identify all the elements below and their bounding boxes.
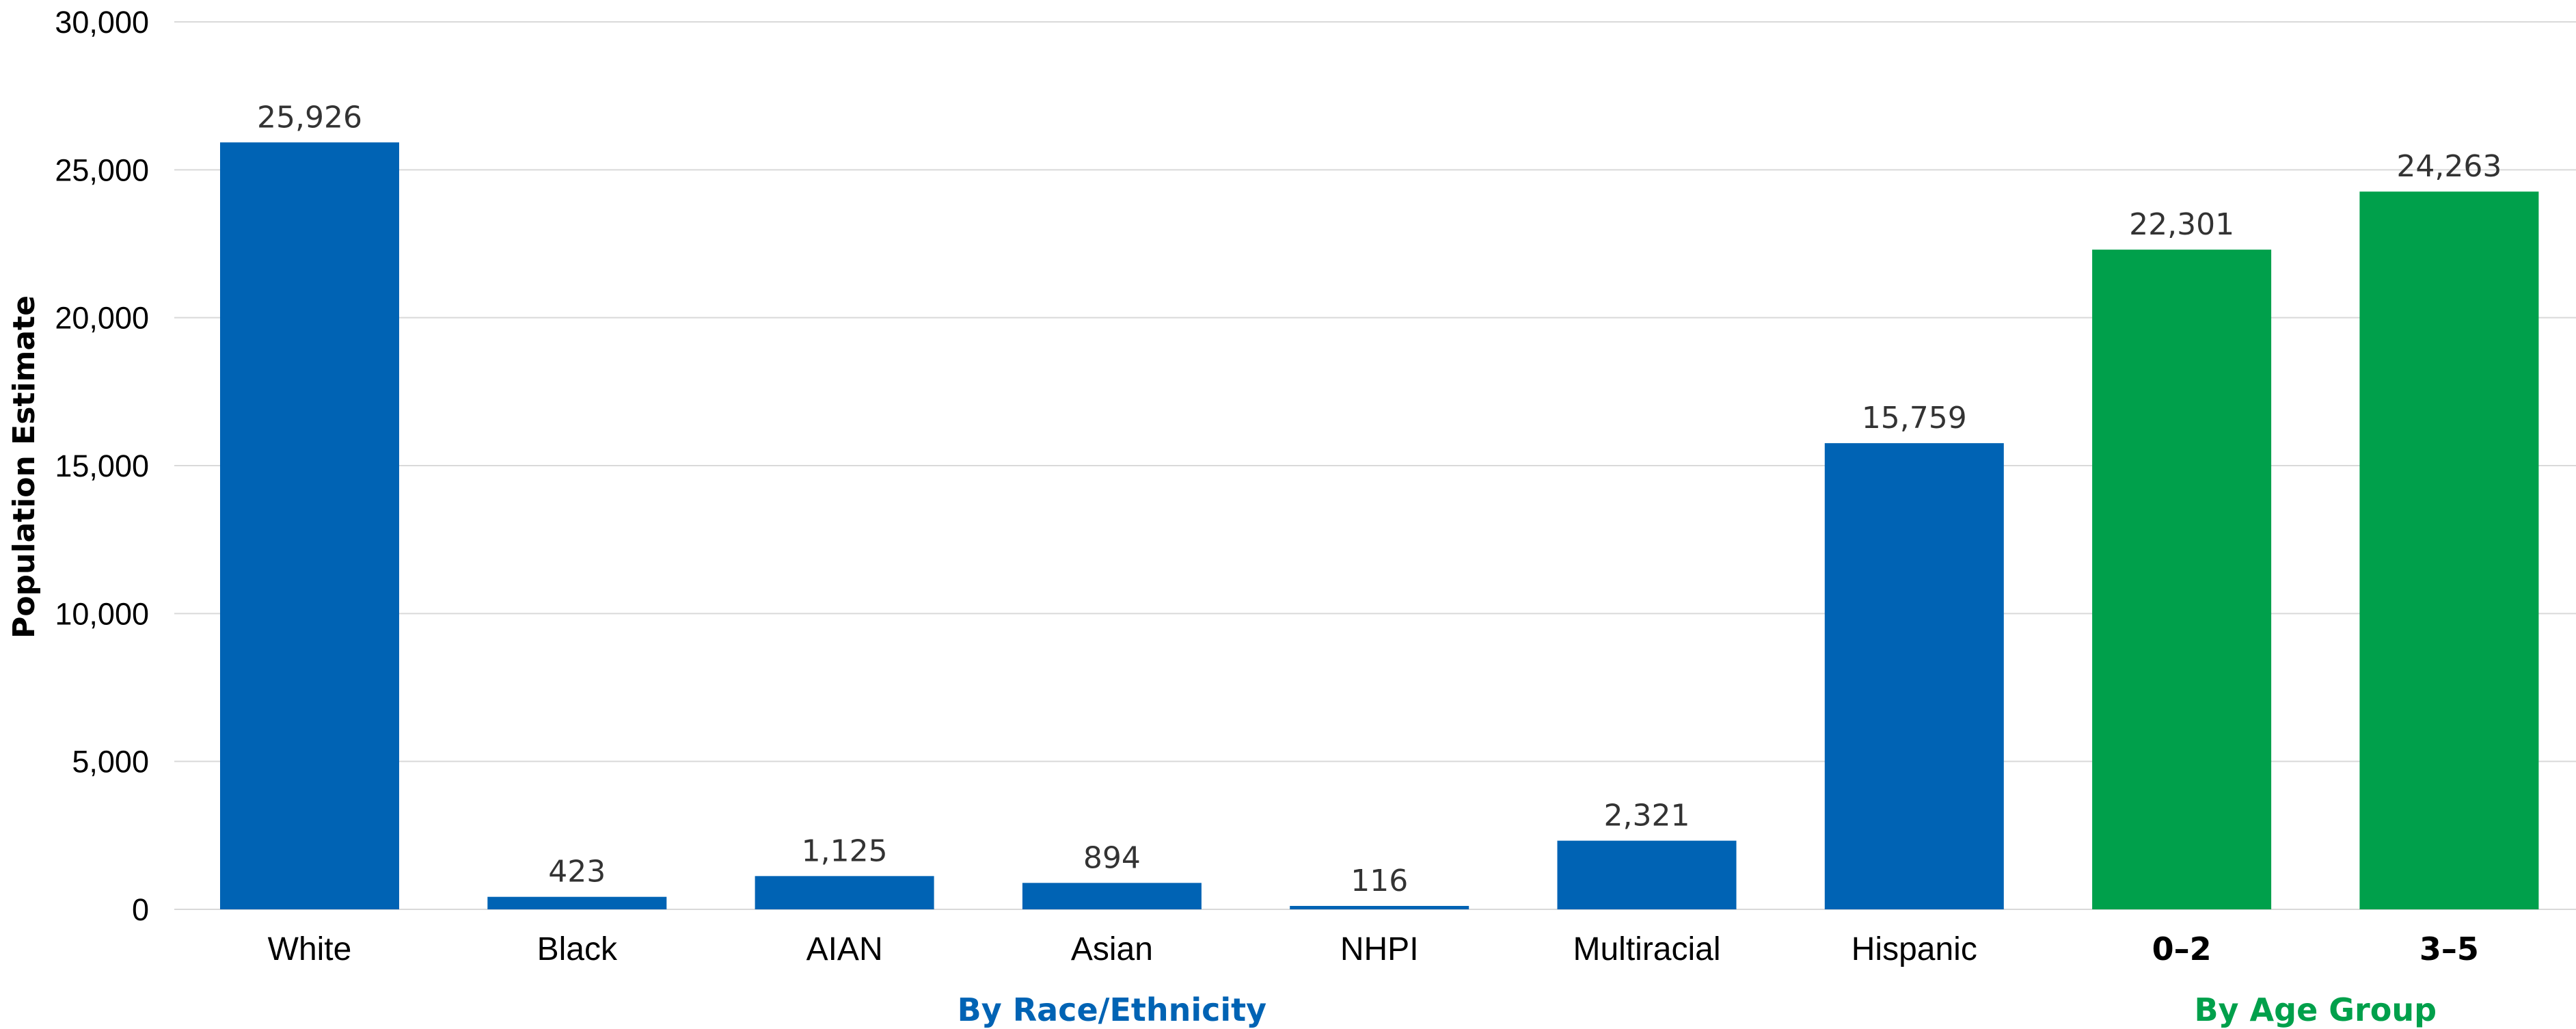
y-axis-title: Population Estimate [7, 295, 42, 639]
y-tick-label: 25,000 [55, 152, 149, 187]
data-labels: 25,926 423 1,125 894 116 2,321 15,759 22,301 24,… [257, 100, 2502, 898]
bar-multiracial [1557, 840, 1737, 909]
y-tick-label: 15,000 [55, 449, 149, 483]
x-tick-label: Multiracial [1573, 931, 1720, 967]
bar-0-2 [2092, 250, 2272, 909]
data-label: 116 [1351, 864, 1408, 898]
x-tick-label: AIAN [806, 931, 883, 967]
x-tick-label: Black [537, 931, 618, 967]
gridlines [174, 21, 2576, 910]
x-tick-label: 3–5 [2419, 931, 2479, 967]
bar-3-5 [2359, 191, 2539, 910]
data-label: 24,263 [2396, 149, 2502, 184]
data-label: 25,926 [257, 100, 362, 135]
data-label: 1,125 [802, 833, 888, 868]
y-tick-label: 0 [132, 892, 149, 927]
x-tick-label: 0–2 [2152, 931, 2212, 967]
y-tick-label: 20,000 [55, 301, 149, 336]
bar-aian [755, 876, 934, 909]
bar-hispanic [1824, 443, 2004, 909]
y-tick-label: 5,000 [72, 745, 149, 779]
group-labels: By Race/Ethnicity By Age Group [958, 991, 2437, 1028]
data-label: 22,301 [2129, 207, 2234, 242]
data-label: 15,759 [1862, 401, 1967, 436]
y-tick-label: 10,000 [55, 596, 149, 631]
x-axis-ticks: White Black AIAN Asian NHPI Multiracial Hispan… [268, 931, 2479, 967]
x-tick-label: White [268, 931, 352, 967]
x-tick-label: Hispanic [1852, 931, 1977, 967]
y-axis-ticks: 0 5,000 10,000 15,000 20,000 25,000 30,000 [55, 5, 149, 927]
bar-asian [1022, 883, 1202, 909]
x-tick-label: NHPI [1340, 931, 1419, 967]
data-label: 423 [548, 855, 606, 890]
data-label: 2,321 [1604, 799, 1690, 833]
bar-white [220, 142, 399, 909]
x-tick-label: Asian [1071, 931, 1153, 967]
bar-black [487, 896, 667, 909]
y-tick-label: 30,000 [55, 5, 149, 40]
bar-nhpi [1290, 905, 1469, 909]
group-label: By Age Group [2194, 991, 2437, 1028]
data-label: 894 [1083, 840, 1141, 875]
bars [220, 142, 2539, 910]
group-label: By Race/Ethnicity [958, 991, 1266, 1028]
